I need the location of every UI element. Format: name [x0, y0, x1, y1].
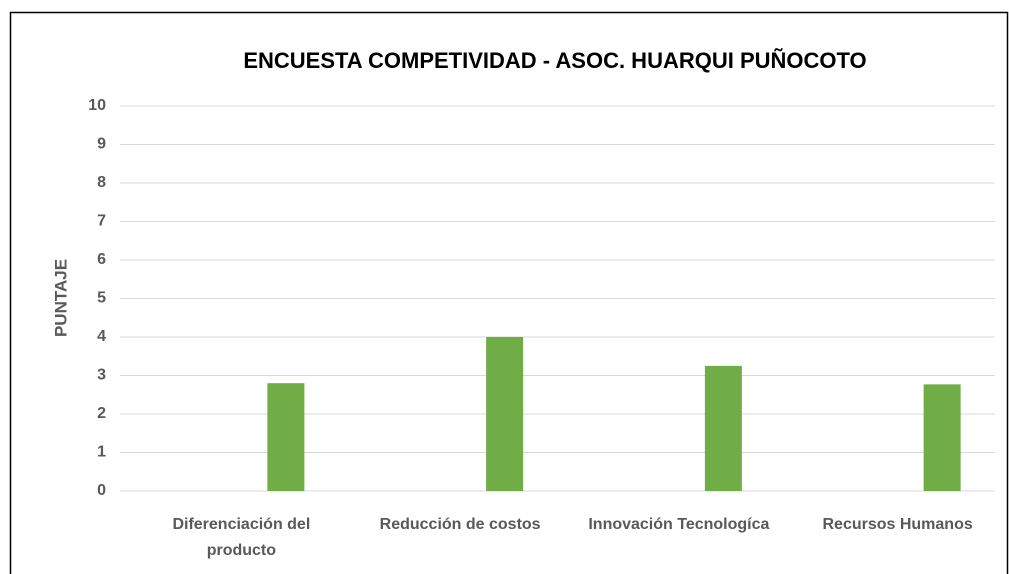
bar — [923, 384, 961, 491]
bar — [486, 337, 524, 491]
bar — [704, 365, 742, 491]
y-tick-label: 2 — [97, 405, 106, 422]
y-tick-label: 0 — [97, 482, 106, 499]
y-tick-label: 4 — [97, 328, 106, 345]
x-tick-label: Innovación Tecnologíca — [588, 516, 770, 533]
y-tick-label: 6 — [97, 251, 106, 268]
y-axis-title: PUNTAJE — [51, 259, 70, 337]
y-tick-label: 7 — [97, 213, 106, 230]
y-tick-label: 9 — [97, 136, 106, 153]
chart-title: ENCUESTA COMPETIVIDAD - ASOC. HUARQUI PU… — [243, 48, 866, 73]
y-tick-label: 3 — [97, 367, 106, 384]
x-tick-label: Reducción de costos — [379, 516, 541, 533]
bar — [267, 383, 305, 491]
x-tick-label: Diferenciación del producto — [172, 516, 311, 559]
y-tick-label: 1 — [97, 444, 106, 461]
y-tick-label: 5 — [97, 290, 106, 307]
x-tick-label: Recursos Humanos — [822, 516, 973, 533]
y-tick-label: 10 — [88, 97, 106, 114]
y-tick-label: 8 — [97, 174, 106, 191]
